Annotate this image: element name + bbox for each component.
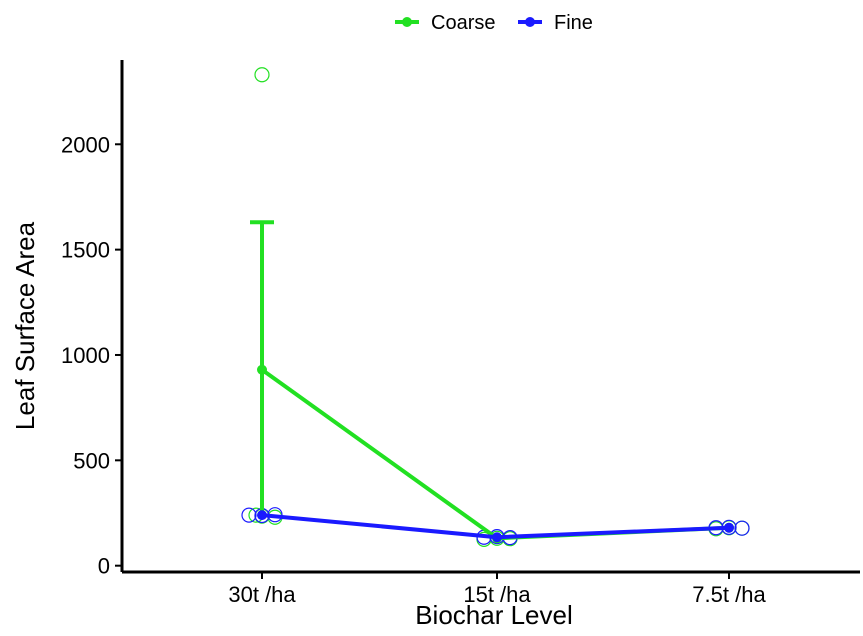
- y-tick-label: 0: [98, 554, 110, 579]
- x-tick-label: 7.5t /ha: [692, 582, 766, 607]
- series-line-coarse: [260, 368, 730, 541]
- legend-item-coarse: Coarse: [395, 12, 495, 34]
- legend-swatch-point: [402, 17, 412, 27]
- legend-item-fine: Fine: [518, 12, 593, 34]
- mean-point-fine: [257, 510, 267, 521]
- legend-label: Fine: [554, 12, 593, 34]
- legend-swatch-point: [525, 17, 535, 27]
- y-tick-label: 1500: [61, 238, 110, 263]
- axes: 0 500 1000 1500 2000 30t /ha 15t /ha 7.5t /ha: [61, 60, 860, 607]
- plot-area: [241, 67, 750, 547]
- x-tick-label: 15t /ha: [463, 582, 531, 607]
- y-tick-label: 2000: [61, 132, 110, 157]
- y-tick-label: 500: [73, 448, 110, 473]
- mean-point-coarse: [257, 364, 267, 375]
- mean-point-fine: [492, 532, 502, 543]
- data-point-fine: [734, 520, 750, 536]
- y-axis-title: Leaf Surface Area: [10, 221, 40, 430]
- data-point-fine: [241, 507, 257, 523]
- data-point-coarse: [254, 67, 270, 83]
- legend: Coarse Fine: [395, 12, 593, 34]
- x-tick-label: 30t /ha: [228, 582, 296, 607]
- legend-label: Coarse: [431, 12, 495, 34]
- x-axis-title: Biochar Level: [415, 600, 573, 630]
- mean-point-fine: [724, 522, 734, 533]
- y-tick-label: 1000: [61, 343, 110, 368]
